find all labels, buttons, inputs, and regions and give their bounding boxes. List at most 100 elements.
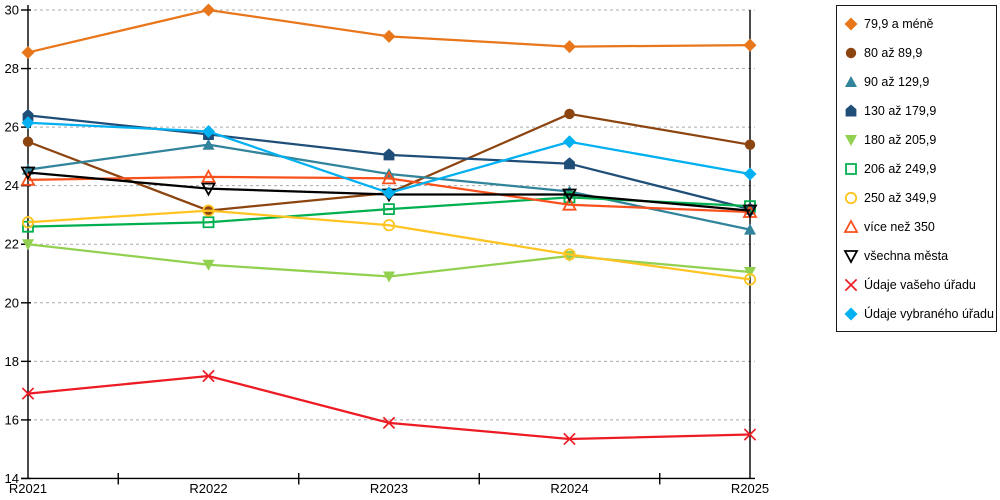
legend-item: 90 až 129,9 xyxy=(843,67,996,96)
circle-marker-icon xyxy=(22,136,34,147)
series-line xyxy=(27,175,751,214)
y-axis-tick-label: 28 xyxy=(5,61,19,76)
legend-marker xyxy=(844,278,858,291)
legend-label: 250 až 349,9 xyxy=(864,190,937,205)
legend-label: 130 až 179,9 xyxy=(864,103,937,118)
y-axis-tick-label: 22 xyxy=(5,237,19,252)
series-8 xyxy=(20,169,758,218)
triangle-up-marker-icon xyxy=(381,170,397,185)
y-axis-tick-label: 26 xyxy=(5,120,19,135)
legend-label: 180 až 205,9 xyxy=(864,132,937,147)
x-marker-icon xyxy=(743,428,757,441)
y-axis-tick-label: 14 xyxy=(5,471,19,486)
circle-marker-icon-legend xyxy=(844,191,858,204)
series-line xyxy=(27,209,751,281)
legend-marker xyxy=(845,134,857,146)
legend-label: Údaje vašeho úřadu xyxy=(864,277,976,292)
x-marker-icon xyxy=(563,432,576,446)
y-axis-tick-label: 18 xyxy=(5,354,19,369)
legend-label: 206 až 249,9 xyxy=(864,161,937,176)
triangle-up-marker-icon-legend xyxy=(843,218,859,233)
y-axis-tick-label: 20 xyxy=(5,295,19,310)
triangle-up-marker-icon-legend xyxy=(845,75,857,87)
x-marker-icon xyxy=(382,416,396,430)
pentagon-marker-icon-legend xyxy=(845,104,857,116)
circle-marker-icon xyxy=(743,273,757,286)
x-axis-category-label: R2021 xyxy=(9,481,47,496)
triangle-down-marker-icon xyxy=(744,267,756,279)
circle-marker-icon xyxy=(744,139,756,150)
legend-marker xyxy=(844,307,858,320)
x-marker-icon-legend xyxy=(844,278,858,291)
y-axis-tick-label: 30 xyxy=(5,3,19,18)
triangle-down-marker-icon xyxy=(20,166,36,181)
circle-marker-icon xyxy=(563,248,576,261)
legend-marker xyxy=(843,218,859,233)
triangle-up-marker-icon xyxy=(561,196,578,211)
series-7 xyxy=(21,204,757,286)
diamond-marker-icon-legend xyxy=(844,307,858,320)
triangle-down-marker-icon-legend xyxy=(843,249,859,264)
circle-marker-icon xyxy=(202,204,215,217)
y-axis-tick-label: 16 xyxy=(5,412,19,427)
diamond-marker-icon xyxy=(743,167,757,181)
x-axis-category-label: R2023 xyxy=(370,481,408,496)
triangle-up-marker-icon xyxy=(20,171,36,186)
diamond-marker-icon xyxy=(21,116,35,130)
x-axis-category-label: R2022 xyxy=(189,481,227,496)
pentagon-marker-icon xyxy=(22,108,34,121)
diamond-marker-icon xyxy=(202,3,215,17)
legend-marker xyxy=(845,75,857,87)
triangle-up-marker-icon xyxy=(202,138,215,150)
legend-item: Údaje vašeho úřadu xyxy=(843,270,996,299)
legend-item: 180 až 205,9 xyxy=(843,125,996,154)
legend-label: 79,9 a méně xyxy=(864,16,934,31)
square-marker-icon xyxy=(563,191,576,204)
legend-label: 80 až 89,9 xyxy=(864,45,923,60)
pentagon-marker-icon xyxy=(383,148,395,161)
circle-marker-icon xyxy=(382,219,396,232)
triangle-down-marker-icon xyxy=(200,182,217,197)
legend-item: 130 až 179,9 xyxy=(843,96,996,125)
legend-marker xyxy=(844,191,858,204)
series-11 xyxy=(21,116,757,200)
legend-item: 79,9 a méně xyxy=(843,9,996,38)
legend-marker xyxy=(844,17,858,30)
diamond-marker-icon xyxy=(382,29,396,43)
x-axis-category-label: R2025 xyxy=(731,481,769,496)
series-10 xyxy=(21,369,757,446)
legend-item: Údaje vybraného úřadu xyxy=(843,299,996,328)
series-line xyxy=(27,374,751,441)
triangle-up-marker-icon xyxy=(200,169,217,183)
diamond-marker-icon xyxy=(202,125,215,139)
legend-item: více než 350 xyxy=(843,212,996,241)
legend-item: 80 až 89,9 xyxy=(843,38,996,67)
triangle-down-marker-icon xyxy=(22,239,34,251)
legend: 79,9 a méně 80 až 89,9 90 až 129,9 130 až 1… xyxy=(836,5,997,332)
y-axis-tick-label: 24 xyxy=(5,178,19,193)
legend-label: Údaje vybraného úřadu xyxy=(864,306,994,321)
triangle-down-marker-icon-legend xyxy=(845,134,857,146)
legend-label: všechna města xyxy=(864,248,949,263)
diamond-marker-icon xyxy=(563,135,576,149)
legend-marker xyxy=(845,104,857,116)
legend-item: 250 až 349,9 xyxy=(843,183,996,212)
diamond-marker-icon xyxy=(21,45,35,59)
triangle-down-marker-icon xyxy=(742,204,758,219)
triangle-up-marker-icon xyxy=(744,223,756,235)
legend-label: 90 až 129,9 xyxy=(864,74,930,89)
x-marker-icon xyxy=(21,387,35,400)
square-marker-icon-legend xyxy=(845,162,857,175)
diamond-marker-icon-legend xyxy=(844,17,858,30)
diamond-marker-icon xyxy=(382,186,396,200)
diamond-marker-icon xyxy=(563,40,576,54)
triangle-down-marker-icon xyxy=(383,271,395,283)
diamond-marker-icon xyxy=(743,38,757,52)
triangle-down-marker-icon xyxy=(561,188,578,203)
legend-marker xyxy=(845,162,857,175)
pentagon-marker-icon xyxy=(564,157,575,170)
legend-label: více než 350 xyxy=(864,219,935,234)
x-marker-icon xyxy=(202,369,215,383)
x-axis-category-label: R2024 xyxy=(550,481,588,496)
